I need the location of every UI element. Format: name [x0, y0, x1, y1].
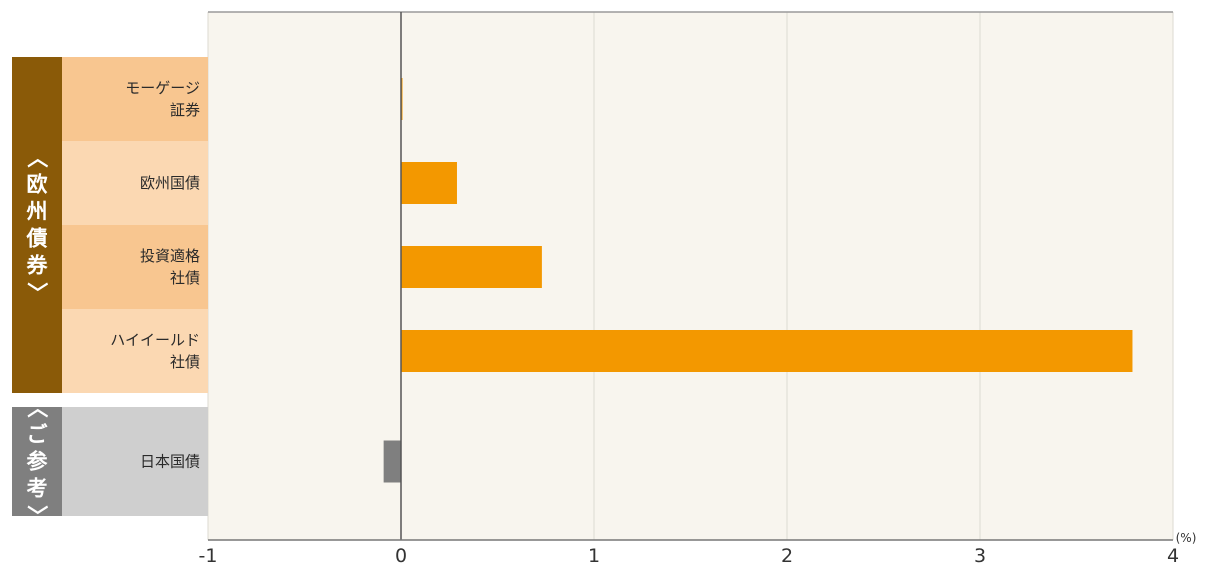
plot-area	[208, 12, 1173, 540]
x-tick-label: 4	[1167, 545, 1179, 567]
group-label-char: 考	[27, 477, 48, 501]
category-cell-4	[62, 407, 208, 516]
x-tick-label: 2	[781, 545, 793, 567]
group-label-char: 〈	[25, 397, 49, 418]
group-label-char: ご	[27, 423, 48, 447]
category-label: 日本国債	[140, 453, 200, 471]
category-label: 証券	[170, 101, 200, 119]
category-cell-2	[62, 225, 208, 309]
category-cell-1	[62, 141, 208, 225]
bar-2	[401, 246, 542, 288]
group-label-char: 州	[27, 200, 48, 224]
group-label-char: 参	[27, 450, 48, 474]
group-label-char: 〈	[25, 147, 49, 168]
category-label: 社債	[170, 353, 200, 371]
category-label: ハイイールド	[110, 331, 200, 349]
category-label: 欧州国債	[140, 174, 200, 192]
group-cell-0	[12, 57, 62, 393]
group-label-char: 券	[27, 254, 49, 278]
category-cell-3	[62, 309, 208, 393]
x-tick-label: 3	[974, 545, 986, 567]
group-label-char: 債	[26, 227, 48, 251]
x-tick-label: 1	[588, 545, 600, 567]
category-label: モーゲージ	[125, 79, 200, 97]
bar-1	[401, 162, 457, 204]
x-tick-label: 0	[395, 545, 407, 567]
group-label-char: 〉	[25, 282, 49, 303]
group-cell-1	[12, 407, 62, 516]
unit-label: (%)	[1176, 531, 1197, 545]
category-label: 社債	[170, 269, 200, 287]
bar-4	[383, 440, 401, 483]
category-label: 投資適格	[140, 247, 200, 265]
x-tick-label: -1	[199, 545, 218, 567]
category-cell-0	[62, 57, 208, 141]
bar-3	[401, 330, 1133, 372]
group-label-char: 〉	[25, 505, 49, 526]
group-label-char: 欧	[27, 173, 48, 197]
